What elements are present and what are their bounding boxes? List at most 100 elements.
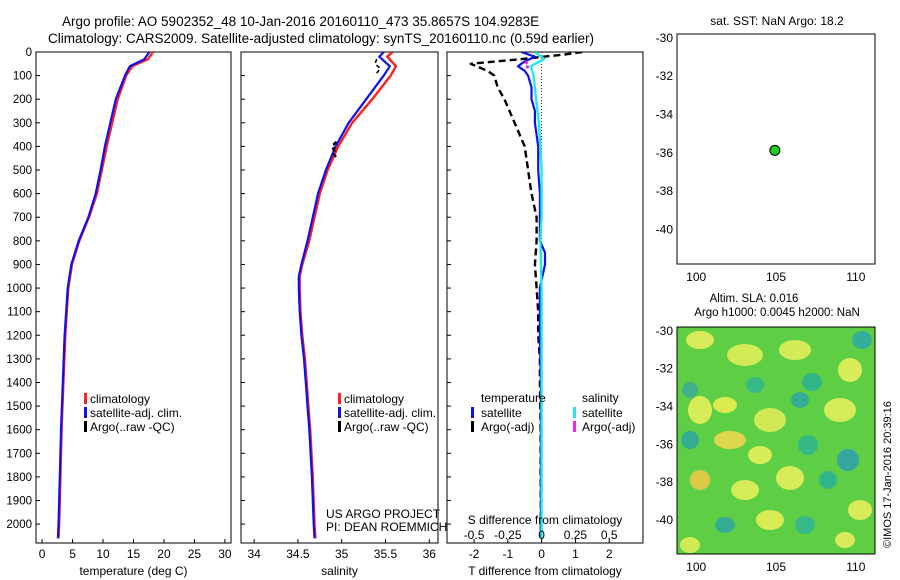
series-line-satellite [56, 52, 151, 539]
sst-map-x-tick-label: 105 [766, 270, 786, 284]
sla-cell [852, 331, 872, 349]
sst-map-y-tick-label: -32 [656, 69, 674, 83]
y-tick-label: 2000 [6, 519, 32, 531]
x-tick-label: 1 [572, 547, 579, 561]
s-tick-label: 0 [538, 528, 545, 542]
sla-cell [798, 435, 818, 455]
sla-map-y-tick-label: -38 [656, 475, 674, 489]
argo-float-marker [769, 144, 781, 156]
sla-map-frame [676, 326, 876, 555]
sla-cell [713, 397, 737, 413]
sla-cell [835, 532, 855, 548]
legend-label-climatology: climatology [344, 392, 404, 406]
legend-swatch-satellite [338, 407, 341, 418]
temperature-legend: climatology satellite-adj. clim. Argo(..… [84, 392, 182, 434]
sla-cell [681, 431, 699, 449]
series-line-climatology [57, 52, 154, 539]
series-line-satellite [297, 52, 391, 539]
sla-cell [686, 331, 714, 349]
x-axis-label: salinity [321, 564, 358, 578]
sla-cell [688, 396, 712, 424]
y-tick-label: 1800 [6, 472, 32, 484]
sla-cell [795, 516, 815, 534]
salinity-series-layer [297, 52, 398, 539]
sla-map-y-tick-label: -30 [656, 324, 674, 338]
sla-cell [748, 446, 772, 464]
series-line-s-argo [524, 60, 530, 70]
legend-swatch-s-satellite [573, 407, 576, 418]
legend-swatch-t-satellite [471, 407, 474, 418]
y-tick-label: 1200 [6, 330, 32, 342]
salinity-plot-frame [240, 51, 439, 544]
x-tick-label: -1 [502, 547, 513, 561]
y-tick-label: 1000 [6, 283, 32, 295]
sla-cell [754, 408, 786, 432]
x-axis-label: T difference from climatology [468, 564, 622, 578]
y-tick-label: 200 [13, 94, 32, 106]
legend-label-satellite: satellite-adj. clim. [90, 406, 182, 420]
y-tick-label: 800 [13, 236, 32, 248]
legend-label-argo: Argo(..raw -QC) [344, 420, 429, 434]
x-tick-label: 2 [606, 547, 613, 561]
series-line-t-argo [469, 52, 583, 539]
x-tick-label: 35 [335, 547, 349, 561]
legend-label-satellite: satellite-adj. clim. [344, 406, 436, 420]
imos-watermark: ©IMOS 17-Jan-2016 20:39:16 [882, 401, 894, 548]
sla-map-y-tick-label: -40 [656, 513, 674, 527]
sla-cell [838, 358, 862, 382]
sla-map-y-tick-label: -36 [656, 437, 674, 451]
sla-cell [779, 340, 811, 360]
x-axis-label: temperature (deg C) [79, 564, 187, 578]
legend-swatch-climatology [338, 393, 341, 404]
header-line2: Climatology: CARS2009. Satellite-adjuste… [48, 31, 594, 46]
sla-cell [727, 344, 763, 366]
y-tick-label: 1500 [6, 401, 32, 413]
y-tick-label: 100 [13, 71, 32, 83]
y-tick-label: 300 [13, 118, 32, 130]
project-annotation-line1: US ARGO PROJECT [326, 507, 441, 521]
difference-series-layer [469, 52, 583, 543]
sla-cell [714, 431, 746, 449]
sla-heatmap [680, 331, 872, 553]
y-tick-label: 1700 [6, 448, 32, 460]
sla-map-y-tick-label: -34 [656, 399, 674, 413]
sla-map-x-tick-label: 105 [766, 560, 786, 574]
temperature-plot-frame [35, 51, 232, 544]
sst-map-y-tick-label: -34 [656, 108, 674, 122]
sla-cell [837, 449, 859, 471]
s-difference-label: S difference from climatology [468, 513, 623, 527]
sla-map-y-tick-label: -32 [656, 362, 674, 376]
legend-swatch-t-argo [471, 421, 474, 432]
x-tick-label: 5 [69, 547, 76, 561]
difference-legend: temperature satellite Argo(-adj) salinit… [468, 391, 636, 527]
sst-map-y-tick-label: -36 [656, 146, 674, 160]
legend-swatch-argo [338, 421, 341, 432]
x-tick-label: 20 [157, 547, 171, 561]
legend-title-salinity: salinity [582, 391, 619, 405]
sla-map-x-tick-label: 100 [686, 560, 706, 574]
header-line1: Argo profile: AO 5902352_48 10-Jan-2016 … [62, 14, 539, 29]
legend-title-temperature: temperature [481, 391, 546, 405]
axes-layer: 0100200300400500600700800900100011001200… [6, 31, 875, 578]
series-line-s-satellite [529, 52, 546, 539]
legend-label-s-argo: Argo(-adj) [582, 420, 635, 434]
x-tick-label: 30 [218, 547, 232, 561]
sst-map-y-tick-label: -30 [656, 31, 674, 45]
legend-label-t-satellite: satellite [481, 406, 522, 420]
sla-cell [756, 510, 784, 530]
legend-label-climatology: climatology [90, 392, 150, 406]
sla-map-x-tick-label: 110 [846, 560, 865, 574]
legend-swatch-s-argo [573, 421, 576, 432]
legend-label-s-satellite: satellite [582, 406, 623, 420]
sla-cell [690, 470, 710, 490]
x-tick-label: -2 [469, 547, 480, 561]
s-tick-label: 0.25 [564, 528, 588, 542]
sla-cell [731, 480, 759, 500]
x-tick-label: 10 [96, 547, 110, 561]
x-tick-label: 34.5 [286, 547, 310, 561]
sla-cell [680, 537, 700, 553]
y-tick-label: 900 [13, 259, 32, 271]
y-tick-label: 400 [13, 141, 32, 153]
x-tick-label: 0 [538, 547, 545, 561]
